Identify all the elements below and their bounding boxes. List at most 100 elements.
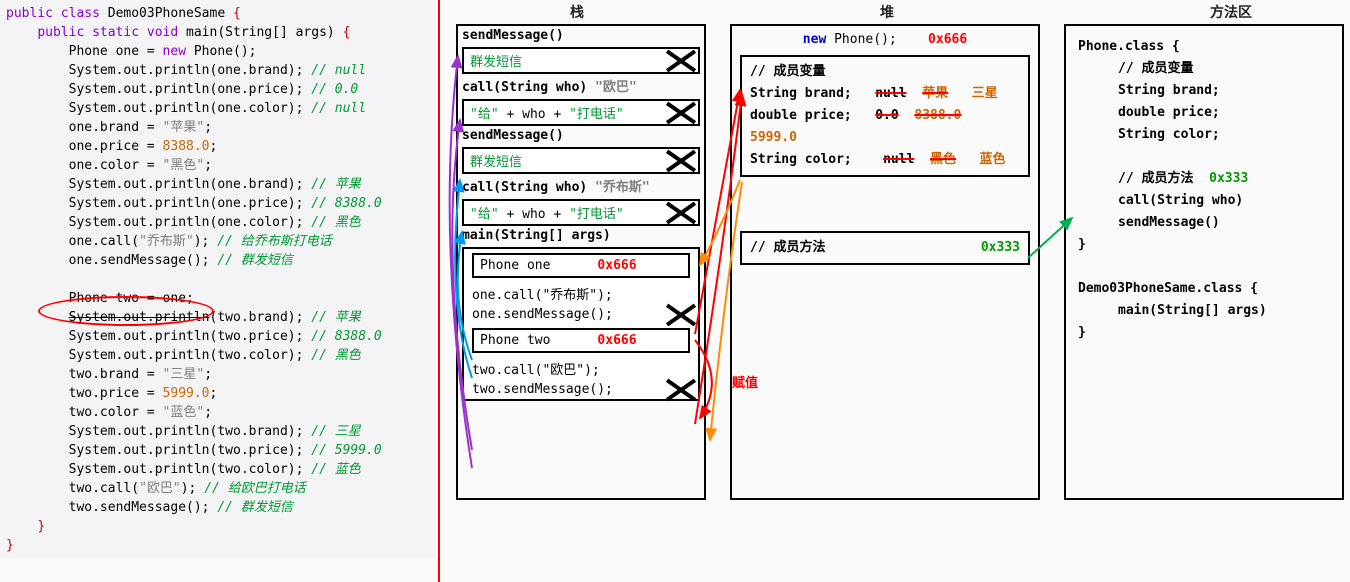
- tcall-arg: "欧巴": [139, 481, 181, 496]
- ma-color: String color;: [1078, 124, 1330, 146]
- kw-new: new: [163, 44, 186, 59]
- cmt8: // 群发短信: [217, 253, 292, 268]
- sout4: System.out.println: [69, 177, 210, 192]
- sout2: System.out.println: [69, 82, 210, 97]
- cmt13: // 5999.0: [311, 443, 381, 458]
- c-oc2: (one.color);: [210, 215, 304, 230]
- ap2: two.price =: [69, 386, 163, 401]
- fuzhi-label: 赋值: [732, 372, 758, 391]
- heap-0x333: 0x333: [981, 237, 1020, 259]
- one-call-line: one.call("乔布斯");: [464, 282, 698, 305]
- ma-price: double price;: [1078, 102, 1330, 124]
- cmt12: // 三星: [311, 424, 360, 439]
- cross-icon: [664, 149, 698, 172]
- main-sig: main(String[] args): [186, 25, 335, 40]
- tsend: two.sendMessage();: [69, 500, 218, 515]
- code-panel: public class Demo03PhoneSame { public st…: [0, 0, 435, 559]
- ma-phone-class: Phone.class {: [1078, 36, 1330, 58]
- cross-icon: [664, 49, 698, 72]
- heap-panel: new Phone(); 0x666 // 成员变量 String brand;…: [730, 24, 1040, 500]
- frame-sendmsg1: 群发短信: [462, 47, 700, 74]
- ma-demo-class: Demo03PhoneSame.class {: [1078, 278, 1330, 300]
- ma-close1: }: [1078, 234, 1330, 256]
- frame-sendmsg2-title: sendMessage(): [458, 126, 704, 143]
- heap-new-line: new Phone(); 0x666: [732, 26, 1038, 51]
- frame-call2-title: call(String who) "乔布斯": [458, 174, 704, 195]
- frame-sendmsg1-title: sendMessage(): [458, 26, 704, 43]
- kw-psv: public static void: [37, 25, 178, 40]
- method-area-header: 方法区: [1210, 2, 1252, 22]
- sout10: System.out.println: [69, 424, 210, 439]
- frame-main-title: main(String[] args): [458, 226, 704, 243]
- sout6: System.out.println: [69, 215, 210, 230]
- ocall-arg: "乔布斯": [139, 234, 194, 249]
- cmt15: // 给欧巴打电话: [204, 481, 305, 496]
- cmt10: // 8388.0: [311, 329, 381, 344]
- cross-icon: [664, 305, 698, 324]
- method-area-panel: Phone.class { // 成员变量 String brand; doub…: [1064, 24, 1344, 500]
- qunfa1: 群发短信: [470, 55, 522, 70]
- phone-two-box: Phone two 0x666: [472, 328, 690, 353]
- cmt16: // 群发短信: [217, 500, 292, 515]
- sout5: System.out.println: [69, 196, 210, 211]
- tcall: two.call(: [69, 481, 139, 496]
- frame-call1: "给" + who + "打电话": [462, 99, 700, 126]
- sout7: System.out.println: [69, 310, 210, 325]
- ma-call: call(String who): [1078, 190, 1330, 212]
- cmt6: // 黑色: [311, 215, 360, 230]
- ab1: one.brand =: [69, 120, 163, 135]
- cmt11: // 黑色: [311, 348, 360, 363]
- c-tp: (two.price);: [210, 329, 304, 344]
- cmt4: // 苹果: [311, 177, 360, 192]
- c-l3b: Phone();: [186, 44, 256, 59]
- c-oc: (one.color);: [210, 101, 304, 116]
- c-tc2: (two.color);: [210, 462, 304, 477]
- ac2v: "蓝色": [163, 405, 205, 420]
- c-l3a: Phone one =: [69, 44, 163, 59]
- heap-header: 堆: [880, 2, 894, 22]
- cmt5: // 8388.0: [311, 196, 381, 211]
- ocall: one.call(: [69, 234, 139, 249]
- sout11: System.out.println: [69, 443, 210, 458]
- two-call-line: two.call("欧巴");: [464, 357, 698, 380]
- sout8: System.out.println: [69, 329, 210, 344]
- c-tb: (two.brand);: [210, 310, 304, 325]
- cmt7: // 给乔布斯打电话: [217, 234, 331, 249]
- c-tb2: (two.brand);: [210, 424, 304, 439]
- c-op2: (one.price);: [210, 196, 304, 211]
- phone-one-box: Phone one 0x666: [472, 253, 690, 278]
- frame-sendmsg2: 群发短信: [462, 147, 700, 174]
- ma-method-cmt: // 成员方法 0x333: [1078, 168, 1330, 190]
- ma-var-cmt: // 成员变量: [1078, 58, 1330, 80]
- cmt14: // 蓝色: [311, 462, 360, 477]
- frame-main: Phone one 0x666 one.call("乔布斯"); one.sen…: [462, 247, 700, 401]
- ab1v: "苹果": [163, 120, 205, 135]
- ab2v: "三星": [163, 367, 205, 382]
- two-send-line: two.sendMessage();: [464, 380, 698, 399]
- heap-color-row: String color; null 黑色 蓝色: [750, 149, 1020, 171]
- sout9: System.out.println: [69, 348, 210, 363]
- ap2v: 5999.0: [163, 386, 210, 401]
- sout1: System.out.println: [69, 63, 210, 78]
- ma-close2: }: [1078, 322, 1330, 344]
- heap-brand-row: String brand; null 苹果 三星: [750, 83, 1020, 105]
- cross-icon: [664, 380, 698, 399]
- heap-method-box: // 成员方法 0x333: [740, 231, 1030, 265]
- kw-public: public class: [6, 6, 100, 21]
- vertical-divider: [438, 0, 440, 582]
- c-ob2: (one.brand);: [210, 177, 304, 192]
- heap-var-cmt: // 成员变量: [750, 61, 1020, 83]
- ac2: two.color =: [69, 405, 163, 420]
- frame-call1-title: call(String who) "欧巴": [458, 74, 704, 95]
- heap-object: // 成员变量 String brand; null 苹果 三星 double …: [740, 55, 1030, 177]
- cmt9: // 苹果: [311, 310, 360, 325]
- cmt2: // 0.0: [311, 82, 358, 97]
- one-send-line: one.sendMessage();: [464, 305, 698, 324]
- cross-icon: [664, 201, 698, 224]
- stack-header: 栈: [570, 2, 584, 22]
- ap1v: 8388.0: [163, 139, 210, 154]
- c-ob: (one.brand);: [210, 63, 304, 78]
- class-name: Demo03PhoneSame: [108, 6, 225, 21]
- ma-main: main(String[] args): [1078, 300, 1330, 322]
- ac1: one.color =: [69, 158, 163, 173]
